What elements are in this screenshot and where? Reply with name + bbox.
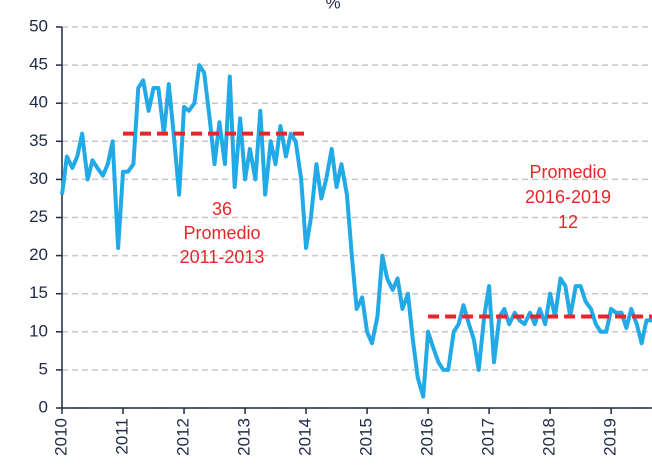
y-tick-label: 20 [29, 245, 48, 264]
annotation: Promedio [529, 162, 606, 182]
x-tick-label: 2016 [418, 418, 437, 456]
chart-subtitle: % [325, 0, 340, 12]
x-tick-label: 2017 [479, 418, 498, 456]
y-tick-label: 0 [39, 397, 48, 416]
annotation: Promedio [183, 223, 260, 243]
y-tick-label: 10 [29, 321, 48, 340]
x-tick-label: 2015 [357, 418, 376, 456]
y-tick-label: 15 [29, 283, 48, 302]
x-tick-label: 2013 [235, 418, 254, 456]
y-tick-label: 35 [29, 131, 48, 150]
y-tick-label: 25 [29, 207, 48, 226]
annotation: 12 [558, 212, 578, 232]
x-tick-label: 2010 [51, 418, 70, 456]
x-tick-label: 2019 [601, 418, 620, 456]
annotation: 2011-2013 [180, 247, 265, 267]
x-tick-label: 2011 [112, 418, 131, 455]
x-tick-label: 2014 [296, 418, 315, 456]
y-tick-label: 30 [29, 169, 48, 188]
x-tick-label: 2012 [174, 418, 193, 456]
annotation: 36 [212, 199, 232, 219]
annotation: 2016-2019 [525, 187, 611, 207]
data-line [60, 63, 652, 399]
x-tick-label: 2018 [540, 418, 559, 456]
y-tick-label: 45 [29, 55, 48, 74]
y-tick-label: 50 [29, 16, 48, 35]
y-tick-label: 5 [39, 359, 48, 378]
y-tick-label: 40 [29, 93, 48, 112]
